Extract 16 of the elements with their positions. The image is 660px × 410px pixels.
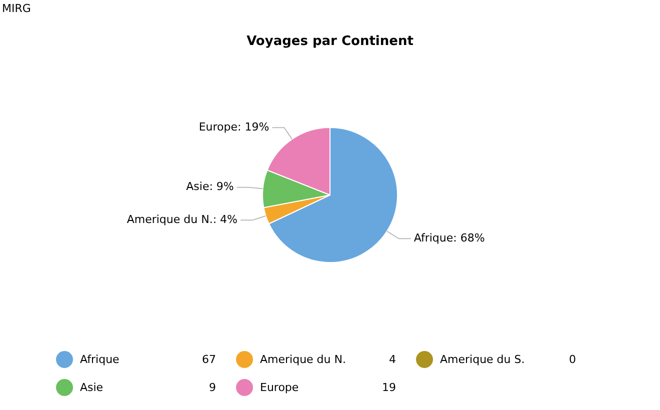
legend-label: Amerique du N. [260, 352, 347, 366]
text: MIRG [2, 2, 31, 15]
text: 4 [389, 352, 396, 366]
text: 67 [202, 352, 216, 366]
text: 0 [569, 352, 576, 366]
data-label: Asie: 9% [186, 180, 234, 194]
legend-label: Asie [80, 380, 104, 394]
legend-label: Europe [260, 380, 300, 394]
data-label: Europe: 19% [198, 120, 270, 134]
chart-title: Voyages par Continent [246, 34, 414, 49]
legend-label: Afrique [80, 352, 120, 366]
text: 9 [209, 380, 216, 394]
data-label: Afrique: 68% [414, 232, 485, 245]
legend-label: Amerique du S. [440, 352, 526, 366]
data-label: Amerique du N.: 4% [126, 213, 238, 226]
text: 19 [382, 380, 396, 394]
